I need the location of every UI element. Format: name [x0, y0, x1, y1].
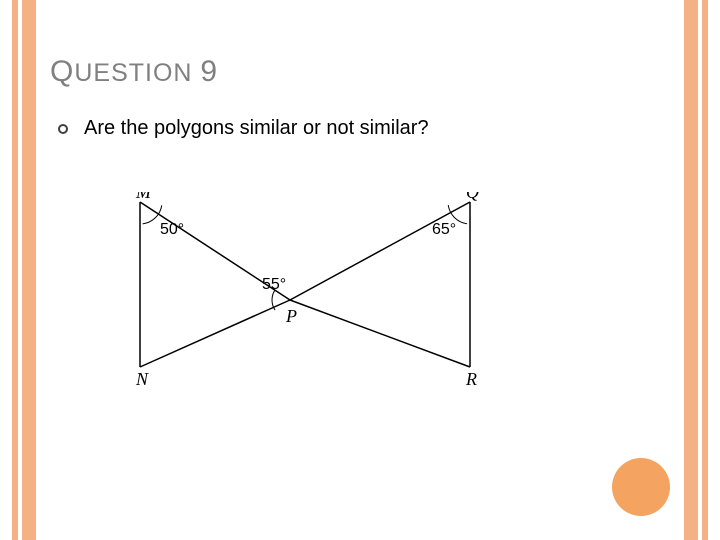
border-stripe-right-thin — [702, 0, 708, 540]
title-mid: UESTION — [74, 59, 200, 87]
border-stripe-right-thick — [684, 0, 698, 540]
geometry-figure: M N P Q R 50° 55° 65° — [120, 192, 500, 392]
title-number: 9 — [200, 55, 218, 88]
svg-text:50°: 50° — [160, 221, 184, 238]
svg-text:R: R — [465, 369, 477, 389]
svg-text:M: M — [135, 192, 152, 202]
question-text: Are the polygons similar or not similar? — [84, 117, 429, 140]
svg-text:Q: Q — [466, 192, 479, 202]
geometry-svg: M N P Q R 50° 55° 65° — [120, 192, 500, 392]
slide-title: QUESTION 9 — [50, 55, 670, 89]
svg-text:N: N — [135, 369, 149, 389]
svg-text:P: P — [285, 306, 297, 326]
border-stripe-left-thin — [12, 0, 18, 540]
bullet-icon — [58, 124, 68, 134]
svg-text:55°: 55° — [262, 276, 286, 293]
title-cap-q: Q — [50, 55, 74, 88]
slide-content: QUESTION 9 Are the polygons similar or n… — [50, 55, 670, 140]
border-stripe-left-thick — [22, 0, 36, 540]
svg-text:65°: 65° — [432, 221, 456, 238]
bullet-row: Are the polygons similar or not similar? — [58, 117, 670, 140]
accent-circle-icon — [612, 458, 670, 516]
